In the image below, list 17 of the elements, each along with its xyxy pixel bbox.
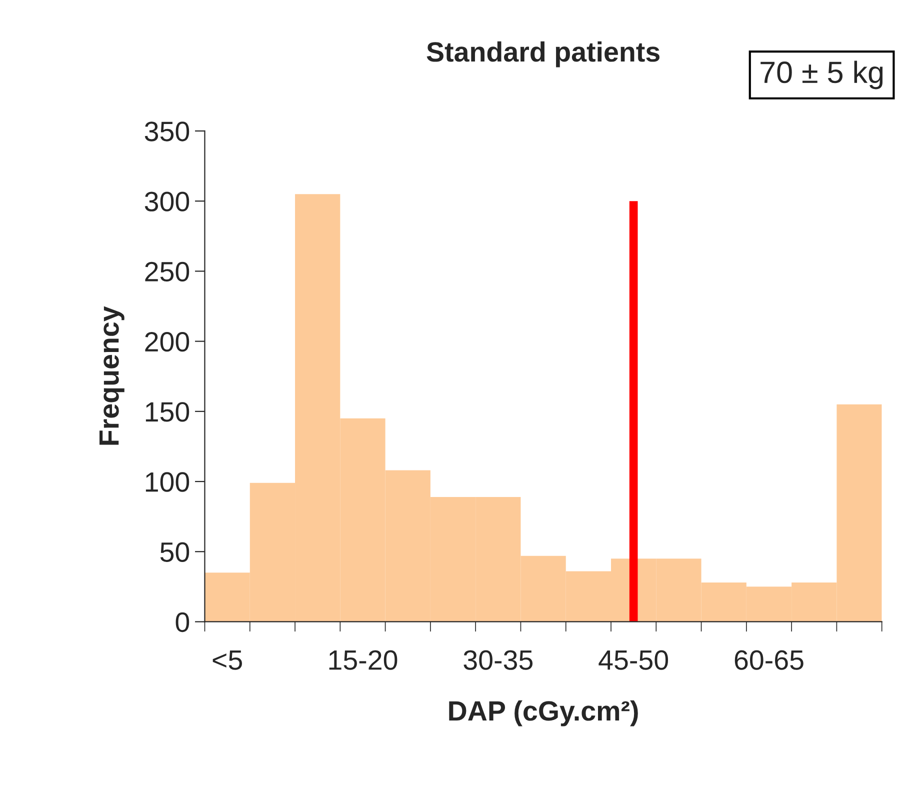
y-tick-label: 300: [144, 192, 190, 212]
x-tick-label: 60-65: [734, 650, 804, 670]
x-tick-label: 15-20: [329, 650, 398, 670]
x-tick-label: 30-35: [464, 650, 533, 670]
y-tick-label: 0: [176, 612, 190, 632]
y-tick-label: 150: [146, 402, 190, 422]
y-tick-label: 100: [146, 472, 190, 492]
y-tick-label: 200: [145, 332, 190, 352]
x-axis-title: DAP (cGy.cm²): [449, 700, 638, 726]
y-tick-label: 250: [145, 262, 190, 282]
x-tick-label: <5: [212, 650, 242, 670]
y-tick-label: 350: [144, 122, 190, 142]
x-tick-label: 45-50: [598, 650, 668, 670]
text: 70 ± 5 kg: [760, 60, 883, 90]
y-tick-label: 50: [160, 542, 190, 562]
y-axis-title: Frequency: [100, 306, 124, 445]
chart-title: Standard patients: [426, 41, 660, 68]
